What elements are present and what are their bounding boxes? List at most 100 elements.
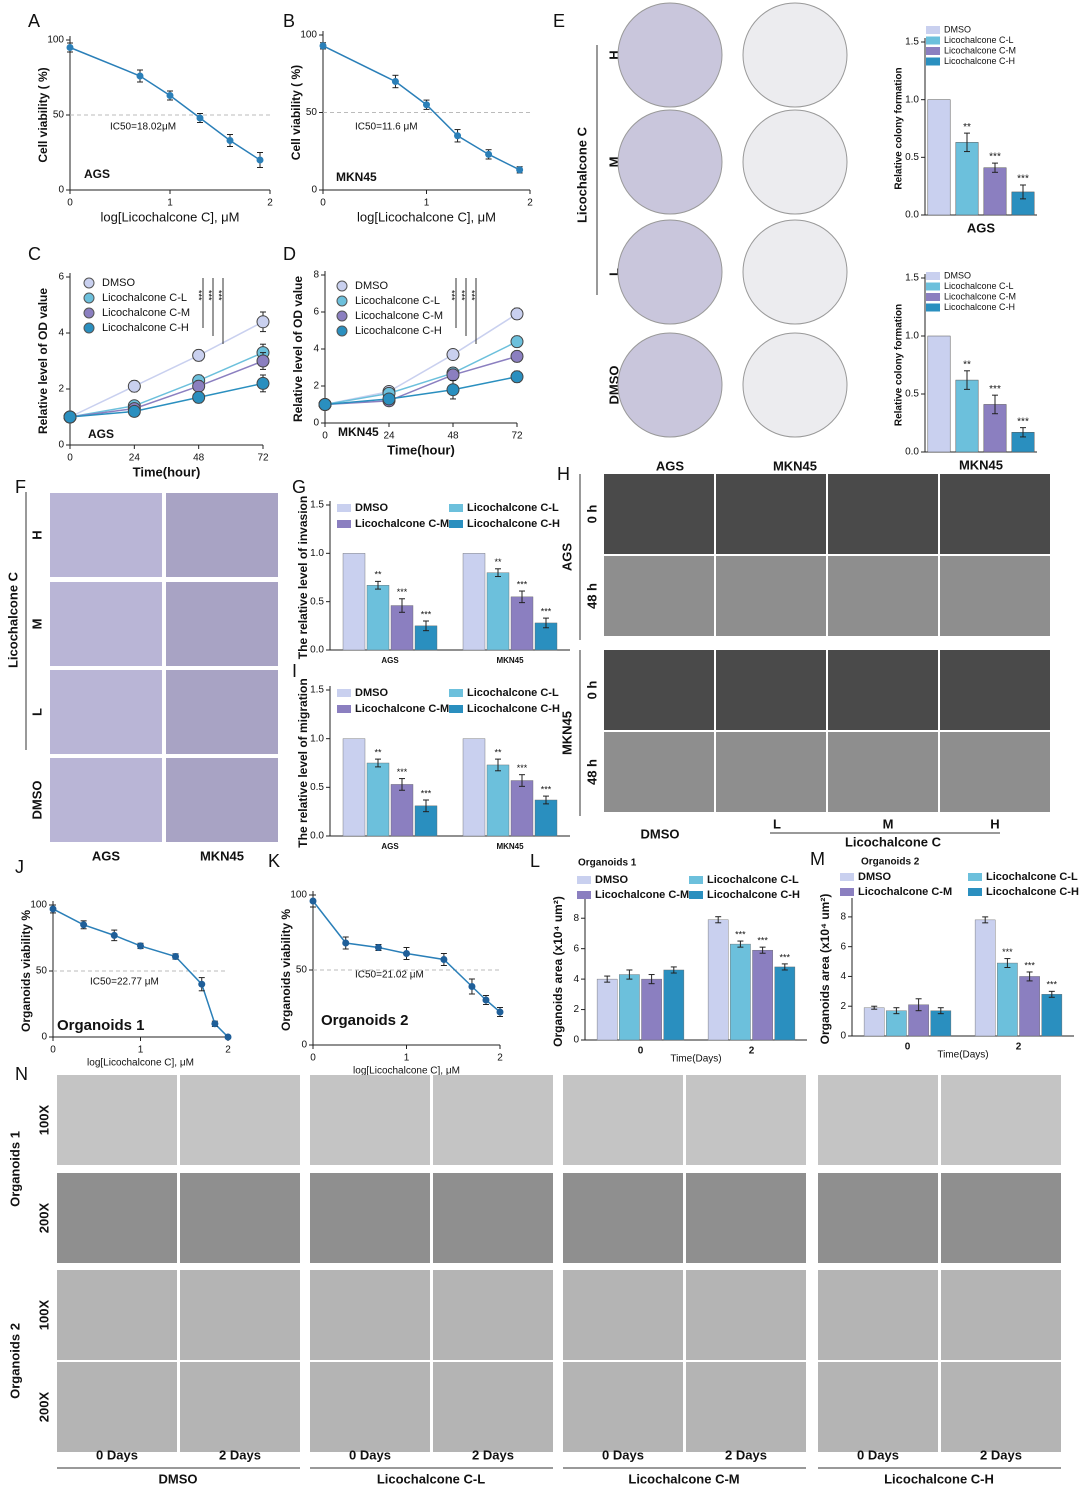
panel-text: MKN45 bbox=[200, 848, 244, 863]
panel-letter: F bbox=[15, 477, 26, 497]
y-tick-label: 2 bbox=[840, 1001, 846, 1012]
legend-label: Licochalcone C-L bbox=[467, 502, 559, 514]
legend-label: Licochalcone C-M bbox=[858, 886, 952, 898]
panel-text: H bbox=[990, 816, 999, 831]
data-point bbox=[319, 42, 327, 50]
y-tick-label: 0.0 bbox=[905, 210, 919, 221]
y-tick-label: 2 bbox=[58, 384, 64, 395]
x-tick-label: MKN45 bbox=[496, 842, 524, 851]
bar bbox=[886, 1010, 907, 1037]
data-point bbox=[454, 132, 462, 140]
bar bbox=[955, 142, 979, 216]
panel-letter: E bbox=[553, 11, 565, 31]
y-tick-label: 50 bbox=[306, 107, 318, 118]
y-tick-label: 1.0 bbox=[310, 733, 324, 744]
legend-swatch bbox=[449, 520, 463, 528]
bar bbox=[486, 764, 510, 837]
y-tick-label: 8 bbox=[840, 912, 846, 923]
significance: *** bbox=[467, 290, 477, 301]
x-tick-label: 2 bbox=[225, 1045, 231, 1056]
data-point bbox=[446, 383, 460, 397]
significance: ** bbox=[374, 570, 382, 580]
data-point bbox=[485, 150, 493, 158]
data-point bbox=[224, 1033, 232, 1041]
panel-text: L bbox=[29, 708, 44, 716]
panel-text: 48 h bbox=[584, 759, 599, 785]
bar bbox=[927, 99, 951, 216]
x-tick-label: 0 bbox=[322, 431, 328, 442]
panel-text: AGS bbox=[656, 458, 685, 473]
significance: *** bbox=[1017, 416, 1029, 427]
legend-swatch bbox=[840, 888, 854, 896]
data-point bbox=[49, 905, 57, 913]
legend-swatch bbox=[968, 873, 982, 881]
y-tick-label: 50 bbox=[296, 965, 308, 976]
panel-text: AGS bbox=[559, 543, 574, 572]
image-placeholder bbox=[828, 650, 938, 730]
image-placeholder bbox=[433, 1362, 553, 1452]
bar bbox=[997, 962, 1018, 1037]
image-placeholder bbox=[166, 670, 278, 754]
series-line bbox=[324, 313, 518, 406]
y-tick-label: 100 bbox=[47, 35, 64, 46]
data-point bbox=[110, 931, 118, 939]
data-point bbox=[403, 950, 410, 957]
y-tick-label: 2 bbox=[313, 381, 319, 392]
image-placeholder bbox=[604, 556, 714, 636]
panel-text: 0 h bbox=[584, 681, 599, 700]
x-axis-title: log[Licochalcone C], μM bbox=[357, 209, 496, 224]
y-tick-label: 0 bbox=[58, 440, 64, 451]
significance: ** bbox=[494, 557, 502, 567]
panel-text: DMSO bbox=[606, 366, 621, 405]
panel-text: 100X bbox=[36, 1104, 51, 1135]
x-tick-label: 0 bbox=[50, 1045, 56, 1056]
x-tick-label: 2 bbox=[1016, 1042, 1022, 1053]
significance: *** bbox=[457, 290, 467, 301]
y-tick-label: 0 bbox=[311, 185, 317, 196]
data-point bbox=[468, 983, 476, 990]
y-tick-label: 50 bbox=[36, 966, 48, 977]
bar bbox=[955, 379, 979, 453]
significance: *** bbox=[517, 763, 528, 773]
legend-swatch bbox=[83, 322, 95, 334]
legend-label: Licochalcone C-L bbox=[986, 871, 1078, 883]
panel-text: MKN45 bbox=[773, 458, 817, 473]
legend-label: Licochalcone C-M bbox=[355, 703, 449, 715]
x-tick-label: 2 bbox=[497, 1053, 503, 1064]
image-placeholder bbox=[310, 1270, 430, 1360]
x-tick-label: 72 bbox=[511, 431, 523, 442]
x-tick-label: 2 bbox=[527, 198, 533, 209]
panel-text: H bbox=[29, 530, 44, 539]
series-line bbox=[69, 46, 261, 161]
chart-title: Organoids 2 bbox=[861, 857, 920, 868]
panel-text: DMSO bbox=[29, 781, 44, 820]
legend-swatch bbox=[449, 504, 463, 512]
image-placeholder bbox=[433, 1075, 553, 1165]
image-placeholder bbox=[941, 1173, 1061, 1263]
chart-label: MKN45 bbox=[338, 425, 379, 439]
x-tick-label: 24 bbox=[383, 431, 395, 442]
data-point bbox=[198, 980, 206, 988]
image-placeholder bbox=[50, 670, 162, 754]
image-placeholder bbox=[940, 556, 1050, 636]
data-point bbox=[374, 944, 382, 951]
image-placeholder bbox=[686, 1362, 806, 1452]
legend-label: Licochalcone C-L bbox=[944, 35, 1014, 45]
image-placeholder bbox=[433, 1173, 553, 1263]
bar bbox=[342, 738, 366, 837]
image-placeholder bbox=[604, 650, 714, 730]
image-placeholder bbox=[433, 1270, 553, 1360]
panel-letter: K bbox=[268, 851, 280, 871]
significance: *** bbox=[421, 609, 432, 619]
series-line bbox=[69, 360, 264, 418]
y-tick-label: 0 bbox=[58, 185, 64, 196]
legend-label: DMSO bbox=[858, 871, 891, 883]
y-tick-label: 1.0 bbox=[905, 94, 919, 105]
panel-text: 0 Days bbox=[602, 1447, 644, 1462]
x-tick-label: 0 bbox=[67, 453, 73, 464]
legend-label: Licochalcone C-H bbox=[355, 325, 442, 337]
x-tick-label: 24 bbox=[129, 453, 141, 464]
y-tick-label: 0.0 bbox=[310, 831, 324, 842]
legend-swatch bbox=[336, 280, 348, 292]
image-placeholder bbox=[50, 582, 162, 666]
